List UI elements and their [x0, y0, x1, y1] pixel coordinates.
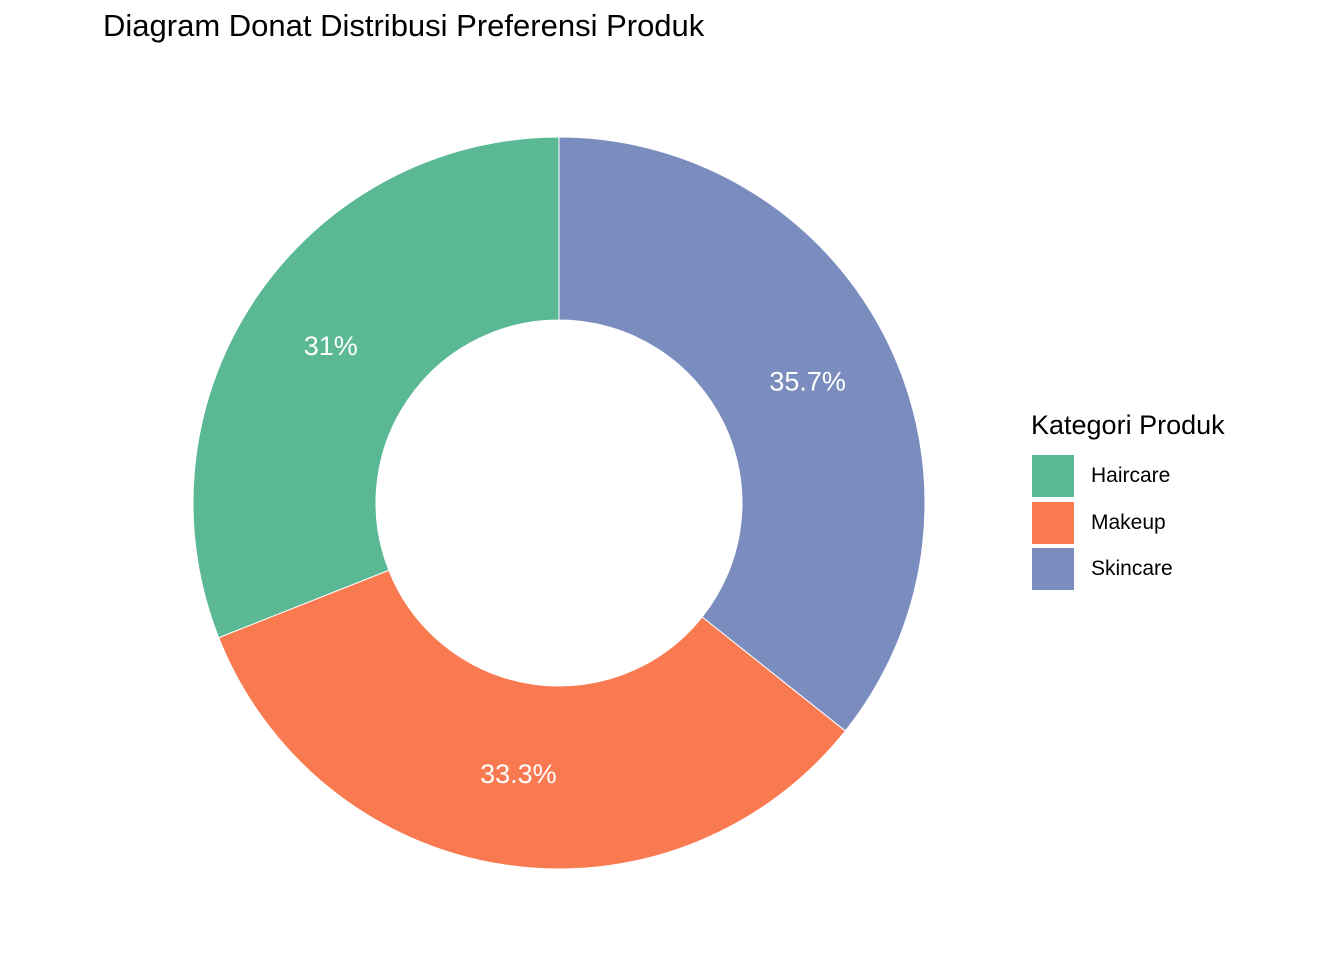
slice-label-makeup: 33.3% — [480, 759, 557, 789]
donut-slice-haircare — [192, 136, 560, 639]
legend-item-haircare: Haircare — [1031, 453, 1225, 500]
donut-slice-makeup — [218, 569, 847, 870]
legend-item-skincare: Skincare — [1031, 546, 1225, 593]
legend-swatch — [1032, 548, 1074, 591]
legend-swatch — [1032, 501, 1074, 544]
legend-item-makeup: Makeup — [1031, 500, 1225, 547]
donut-slice-labels: 31% 33.3% 35.7% — [304, 331, 846, 789]
legend-label: Skincare — [1091, 557, 1173, 581]
donut-slices — [192, 136, 926, 870]
legend-title: Kategori Produk — [1031, 410, 1225, 440]
legend-label: Haircare — [1091, 464, 1171, 488]
donut-slice-skincare — [558, 136, 926, 732]
legend: Kategori Produk Haircare Makeup Skincare — [1031, 410, 1225, 593]
slice-label-skincare: 35.7% — [769, 366, 846, 396]
legend-label: Makeup — [1091, 510, 1166, 534]
legend-items: Haircare Makeup Skincare — [1031, 453, 1225, 593]
chart-title: Diagram Donat Distribusi Preferensi Prod… — [103, 8, 705, 43]
legend-swatch — [1032, 455, 1074, 498]
slice-label-haircare: 31% — [304, 331, 358, 361]
